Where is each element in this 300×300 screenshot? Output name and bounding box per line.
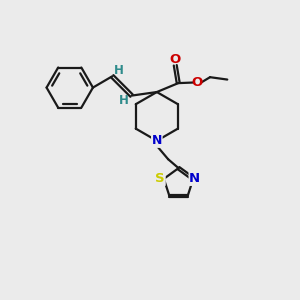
Text: H: H [114,64,124,77]
Text: S: S [155,172,165,185]
Text: N: N [189,172,200,185]
Text: N: N [152,134,162,147]
Text: H: H [119,94,129,107]
Text: O: O [169,53,181,66]
Text: O: O [191,76,203,89]
